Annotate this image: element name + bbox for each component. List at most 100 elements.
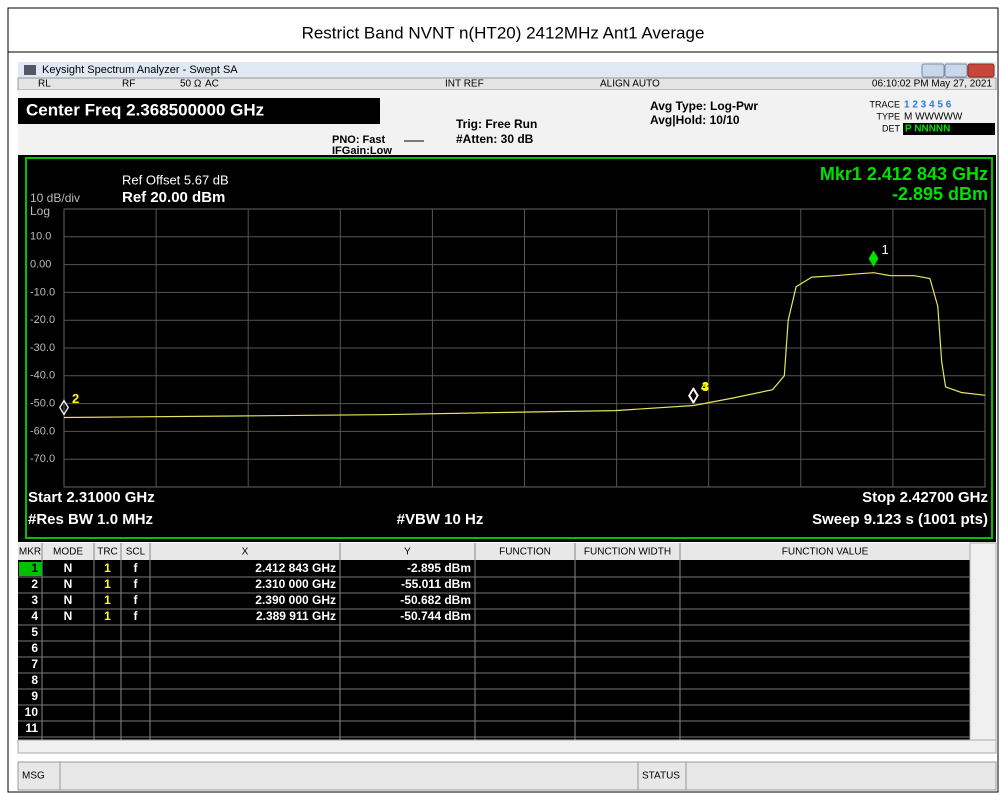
start-freq: Start 2.31000 GHz: [28, 489, 155, 506]
window-title: Keysight Spectrum Analyzer - Swept SA: [42, 64, 238, 76]
message-bar: [17, 761, 997, 791]
ref-offset: Ref Offset 5.67 dB: [122, 172, 229, 187]
column-header: FUNCTION: [499, 547, 551, 558]
type-label: TYPE: [876, 111, 900, 121]
marker-label: 4: [701, 379, 709, 394]
y-tick-label: 0.00: [30, 259, 51, 271]
det-label: DET: [882, 123, 901, 133]
y-tick-label: -10.0: [30, 286, 55, 298]
column-header: SCL: [126, 547, 146, 558]
table-cell: N: [64, 609, 73, 623]
close-button[interactable]: [967, 63, 995, 78]
y-tick-label: -50.0: [30, 398, 55, 410]
table-cell: 1: [104, 609, 111, 623]
table-cell: 1: [104, 593, 111, 607]
table-cell: -50.682 dBm: [400, 593, 471, 607]
table-cell: f: [134, 593, 139, 607]
center-freq-box: [18, 98, 380, 124]
table-body: MKR MODE TRC SCL X Y FUNCTION FUNCTION WIDTH FUN…: [18, 543, 970, 740]
y-tick-label: -20.0: [30, 314, 55, 326]
column-header: TRC: [97, 547, 118, 558]
table-cell: 1: [104, 577, 111, 591]
y-tick-label: 10.0: [30, 231, 51, 243]
trace-label: TRACE: [869, 99, 900, 109]
table-cell: N: [64, 593, 73, 607]
table-cell: 5: [31, 625, 38, 639]
trace: [63, 272, 986, 419]
type-values: M WWWWW: [904, 112, 963, 123]
table-cell: f: [134, 577, 139, 591]
status-item: 06:10:02 PM May 27, 2021: [872, 79, 993, 90]
status-item: AC: [205, 79, 219, 90]
det-box: [903, 123, 995, 135]
table-cell: 1: [104, 561, 111, 575]
minimize-button[interactable]: [921, 63, 945, 78]
table-cell: -50.744 dBm: [400, 609, 471, 623]
marker-readout-level: -2.895 dBm: [892, 184, 988, 204]
marker-readout-freq: Mkr1 2.412 843 GHz: [820, 164, 988, 184]
msg-label: MSG: [22, 771, 45, 782]
column-header: FUNCTION WIDTH: [584, 547, 671, 558]
y-tick-label: -60.0: [30, 425, 55, 437]
app-icon: [24, 65, 36, 75]
status-item: RF: [122, 79, 135, 90]
avg-type: Avg Type: Log-Pwr: [650, 99, 758, 113]
table-cell: -2.895 dBm: [407, 561, 471, 575]
avg-hold: Avg|Hold: 10/10: [650, 113, 740, 127]
scale: 10 dB/div: [30, 191, 80, 205]
table-cell: N: [64, 577, 73, 591]
marker-label: 1: [882, 242, 889, 257]
y-tick-label: -70.0: [30, 453, 55, 465]
marker-diamond: [688, 387, 699, 404]
trace-numbers: 1 2 3 4 5 6: [904, 100, 952, 111]
vertical-scrollbar[interactable]: [969, 542, 997, 741]
table-cell: 2: [31, 577, 38, 591]
table-cell: f: [134, 561, 139, 575]
table-header: [18, 543, 970, 560]
det-values: P NNNNN: [905, 124, 950, 135]
table-cell: 7: [31, 657, 38, 671]
status-item: 50 Ω: [180, 79, 202, 90]
marker-diamond: [59, 399, 69, 416]
table-cell: 4: [31, 609, 38, 623]
ref-level: Ref 20.00 dBm: [122, 189, 225, 206]
status-label: STATUS: [642, 771, 680, 782]
center-freq: Center Freq 2.368500000 GHz: [26, 100, 264, 119]
status-strip: [17, 77, 997, 91]
y-tick-label: -40.0: [30, 370, 55, 382]
pno: PNO: Fast: [332, 134, 386, 146]
sweep: Sweep 9.123 s (1001 pts): [812, 511, 988, 528]
stop-freq: Stop 2.42700 GHz: [862, 489, 988, 506]
horizontal-scrollbar[interactable]: [17, 739, 997, 754]
rbw: #Res BW 1.0 MHz: [28, 511, 153, 528]
column-header: FUNCTION VALUE: [782, 547, 869, 558]
scale-type: Log: [30, 204, 50, 218]
page-title: Restrict Band NVNT n(HT20) 2412MHz Ant1 …: [302, 23, 705, 42]
plot-area: 10.0 0.00 -10.0 -20.0 -30.0 -40.0 -50.0 -60.0 -7…: [30, 208, 986, 488]
table-cell: 2.412 843 GHz: [255, 561, 336, 575]
table-cell: -55.011 dBm: [401, 577, 471, 591]
trig: Trig: Free Run: [456, 117, 537, 131]
table-cell: 9: [31, 689, 38, 703]
ifgain: IFGain:Low: [332, 145, 392, 157]
active-marker-cell: [19, 562, 42, 576]
table-cell: N: [64, 561, 73, 575]
marker-label: 3: [702, 379, 709, 394]
table-cell: 2.390 000 GHz: [255, 593, 336, 607]
table-cell: 1: [31, 561, 38, 575]
table-cell: 11: [25, 721, 38, 735]
maximize-button[interactable]: [944, 63, 968, 78]
table-cell: 3: [31, 593, 38, 607]
column-header: MODE: [53, 547, 83, 558]
table-cell: 6: [31, 641, 38, 655]
column-header: MKR: [19, 547, 41, 558]
table-cell: f: [134, 609, 139, 623]
marker-label: 2: [72, 391, 79, 406]
table-cell: 2.389 911 GHz: [256, 609, 336, 623]
status-item: RL: [38, 79, 51, 90]
plot-border: [25, 157, 993, 539]
column-header: Y: [404, 547, 411, 558]
atten: #Atten: 30 dB: [456, 132, 534, 146]
status-item: ALIGN AUTO: [600, 79, 660, 90]
